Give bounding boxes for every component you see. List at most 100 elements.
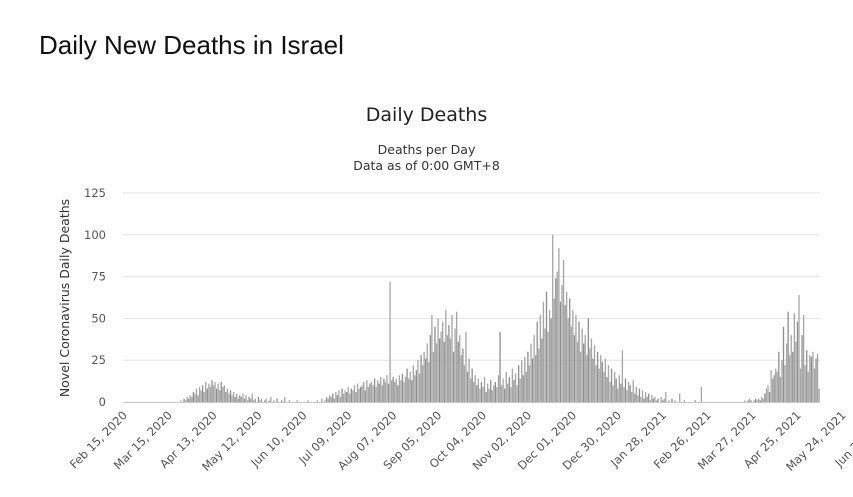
bar	[559, 301, 562, 402]
bar	[243, 398, 246, 402]
bar	[381, 385, 383, 402]
bar	[325, 396, 328, 402]
bar	[589, 348, 591, 402]
bar	[542, 301, 545, 402]
bar	[528, 365, 531, 402]
bar	[370, 381, 373, 402]
bar	[603, 371, 605, 402]
bar	[767, 385, 769, 402]
bar	[469, 378, 472, 402]
bar	[578, 321, 580, 402]
bar	[240, 396, 243, 402]
bar	[183, 398, 185, 402]
bar	[268, 400, 270, 402]
bar	[259, 400, 261, 402]
bar	[801, 335, 803, 402]
bar	[771, 378, 774, 402]
bar	[491, 390, 493, 402]
bar	[510, 386, 512, 402]
bar	[815, 358, 817, 402]
bar	[570, 326, 572, 402]
bar	[694, 400, 696, 402]
bar	[637, 395, 639, 402]
bar	[511, 368, 514, 402]
bar	[806, 350, 808, 402]
bar	[284, 396, 286, 402]
y-tick-label: 125	[84, 186, 106, 200]
bar	[505, 371, 507, 402]
bar	[394, 381, 396, 402]
bar	[775, 368, 777, 402]
bar	[465, 331, 467, 402]
bar	[565, 291, 568, 402]
bar	[632, 380, 634, 402]
bar	[350, 388, 353, 402]
bar	[615, 378, 617, 402]
y-axis-label: Novel Coronavirus Daily Deaths	[57, 199, 72, 397]
bar	[344, 390, 346, 402]
bar	[237, 398, 239, 402]
bar	[321, 398, 323, 402]
bar	[648, 393, 650, 402]
bar	[223, 385, 225, 402]
bar	[784, 365, 786, 402]
bar	[550, 318, 552, 402]
bar	[208, 383, 210, 402]
y-tick-label: 50	[91, 311, 106, 325]
bar	[377, 380, 379, 402]
bar	[222, 386, 224, 402]
bar	[411, 380, 413, 402]
bar	[335, 391, 337, 402]
bar	[547, 331, 549, 402]
bar	[758, 398, 760, 402]
bar	[635, 386, 637, 402]
bar	[454, 328, 456, 402]
bar	[748, 398, 751, 402]
bar	[483, 376, 486, 402]
bar	[627, 381, 630, 402]
bar	[604, 358, 607, 402]
bar	[567, 318, 569, 402]
bar	[499, 331, 501, 402]
bar	[380, 376, 382, 402]
bar	[408, 378, 410, 402]
bar	[665, 391, 667, 402]
bar	[614, 371, 616, 402]
bar	[473, 381, 475, 402]
bar	[641, 390, 644, 402]
bar	[229, 390, 232, 402]
bar	[660, 396, 662, 402]
bar	[397, 385, 399, 402]
bar	[524, 356, 526, 402]
bar	[212, 385, 215, 402]
bar	[795, 341, 797, 402]
bar	[683, 400, 686, 402]
bar	[435, 343, 438, 402]
bar	[596, 351, 599, 402]
bar	[418, 373, 421, 402]
bar	[414, 375, 416, 402]
bar	[759, 400, 761, 402]
bar	[260, 398, 263, 402]
bar	[442, 321, 444, 402]
bar	[346, 391, 348, 402]
bar	[217, 383, 219, 402]
bar	[429, 335, 431, 402]
bar	[386, 375, 388, 402]
bar	[451, 315, 453, 402]
bar	[521, 360, 523, 402]
bar	[576, 341, 579, 402]
bar	[390, 380, 393, 402]
bar	[254, 398, 256, 402]
bar	[251, 393, 253, 402]
bar	[440, 331, 442, 402]
bar	[530, 343, 532, 402]
bar	[787, 311, 789, 402]
bar	[404, 376, 407, 402]
bar	[488, 388, 490, 402]
bar	[398, 375, 401, 402]
bar	[747, 400, 749, 402]
bar	[192, 391, 195, 402]
